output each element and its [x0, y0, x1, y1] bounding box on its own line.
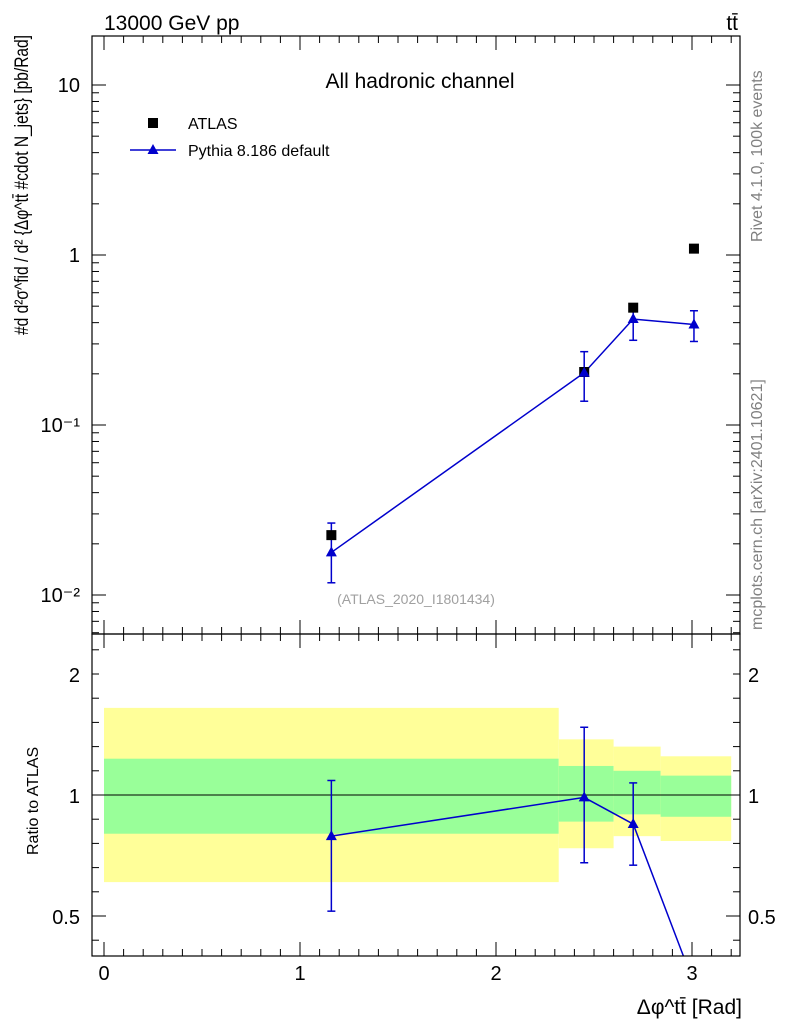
- pythia-point: [627, 313, 639, 324]
- x-tick-label-0: 0: [98, 963, 109, 985]
- ratio-pythia-point: [627, 818, 639, 829]
- main-ytick-label-10: 10: [58, 75, 80, 97]
- main-y-ticks: [92, 84, 740, 634]
- ratio-pythia-line: [331, 796, 685, 957]
- pythia-point: [325, 546, 337, 557]
- x-tick-label-1: 1: [294, 963, 305, 985]
- legend-pythia-marker: [147, 144, 159, 154]
- rivet-label: Rivet 4.1.0, 100k events: [749, 70, 766, 242]
- ratio-y-axis-label: Ratio to ATLAS: [25, 747, 42, 855]
- ratio-ticks: [92, 634, 740, 956]
- legend-pythia-label: Pythia 8.186 default: [188, 143, 330, 160]
- ratio-ytick-label-1-right: 1: [748, 786, 759, 808]
- legend-atlas-marker: [148, 118, 158, 128]
- x-axis-label: Δφ^tt̄ [Rad]: [637, 996, 742, 1019]
- ratio-band-inner: [613, 770, 661, 815]
- atlas-point: [628, 302, 639, 313]
- ratio-pythia-point: [325, 830, 337, 841]
- panel-title: All hadronic channel: [325, 70, 514, 93]
- pythia-point: [688, 318, 700, 329]
- ratio-band-inner: [660, 775, 732, 817]
- main-x-ticks: [103, 36, 732, 634]
- ratio-panel: 2 1 0.5 2 1 0.5 Ratio to ATLAS 0 1 2 3 Δ…: [25, 633, 776, 1019]
- main-ytick-label-0.01: 10⁻²: [41, 585, 81, 607]
- pythia-point: [578, 366, 590, 377]
- main-panel: All hadronic channel (ATLAS_2020_I180143…: [12, 35, 741, 635]
- ratio-ytick-label-2-right: 2: [748, 665, 759, 687]
- ratio-pythia-point: [578, 791, 590, 802]
- analysis-watermark: (ATLAS_2020_I1801434): [337, 591, 495, 607]
- pythia-line: [330, 318, 695, 554]
- mcplots-label: mcplots.cern.ch [arXiv:2401.10621]: [749, 379, 766, 630]
- legend: ATLAS Pythia 8.186 default: [130, 116, 330, 160]
- main-ytick-label-0.1: 10⁻¹: [41, 415, 81, 437]
- main-ytick-label-1: 1: [69, 245, 80, 267]
- header-process: tt̄: [726, 12, 738, 35]
- main-y-axis-label: #d d²σ^fid / d² {Δφ^tt̄ #cdot N_jets} [p…: [12, 35, 33, 335]
- ratio-ytick-label-1: 1: [69, 786, 80, 808]
- main-data: [325, 243, 700, 584]
- atlas-point: [688, 243, 699, 254]
- header-energy: 13000 GeV pp: [104, 12, 239, 35]
- ratio-ytick-label-0.5: 0.5: [52, 907, 80, 929]
- ratio-ytick-label-2: 2: [69, 665, 80, 687]
- atlas-point: [326, 530, 337, 541]
- x-tick-label-3: 3: [686, 963, 697, 985]
- x-tick-label-2: 2: [490, 963, 501, 985]
- ratio-ytick-label-0.5-right: 0.5: [748, 907, 776, 929]
- ratio-data: [325, 726, 685, 957]
- ratio-frame: [91, 633, 741, 957]
- legend-atlas-label: ATLAS: [188, 116, 238, 133]
- ratio-band-inner: [558, 765, 614, 822]
